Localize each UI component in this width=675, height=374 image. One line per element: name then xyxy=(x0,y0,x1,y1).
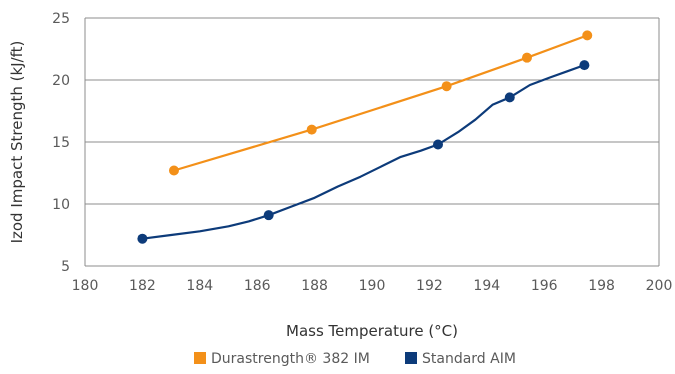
legend-label: Durastrength® 382 IM xyxy=(211,351,370,367)
y-tick-label: 25 xyxy=(52,11,70,27)
data-point xyxy=(579,60,590,71)
data-point xyxy=(137,233,148,244)
data-point xyxy=(306,124,317,135)
x-tick-label: 196 xyxy=(531,278,558,294)
y-tick-labels: 5 10 15 20 25 xyxy=(52,11,70,275)
x-tick-label: 190 xyxy=(359,278,386,294)
data-point xyxy=(168,165,179,176)
data-point xyxy=(263,210,274,221)
gridlines xyxy=(84,17,660,267)
data-point xyxy=(433,139,444,150)
y-axis-title: Izod Impact Strength (kJ/ft) xyxy=(8,41,26,244)
x-tick-label: 184 xyxy=(186,278,213,294)
legend-swatch xyxy=(405,352,417,364)
legend: Durastrength® 382 IM Standard AIM xyxy=(194,351,516,367)
x-tick-label: 200 xyxy=(646,278,673,294)
x-axis-title: Mass Temperature (°C) xyxy=(286,322,458,340)
y-tick-label: 10 xyxy=(52,197,70,213)
x-tick-label: 198 xyxy=(588,278,615,294)
y-tick-label: 15 xyxy=(52,135,70,151)
y-tick-label: 5 xyxy=(61,259,70,275)
x-tick-label: 192 xyxy=(416,278,443,294)
legend-label: Standard AIM xyxy=(422,351,516,367)
legend-swatch xyxy=(194,352,206,364)
data-point xyxy=(441,81,452,92)
series-line-2 xyxy=(142,64,585,240)
data-point xyxy=(504,92,515,103)
x-tick-label: 186 xyxy=(244,278,271,294)
x-tick-label: 188 xyxy=(301,278,328,294)
x-tick-label: 182 xyxy=(129,278,156,294)
x-tick-labels: 180 182 184 186 188 190 192 194 196 198 200 xyxy=(72,278,673,294)
x-tick-label: 194 xyxy=(473,278,500,294)
y-tick-label: 20 xyxy=(52,73,70,89)
x-tick-label: 180 xyxy=(72,278,99,294)
data-series xyxy=(137,30,593,244)
data-point xyxy=(521,52,532,63)
data-point xyxy=(582,30,593,41)
